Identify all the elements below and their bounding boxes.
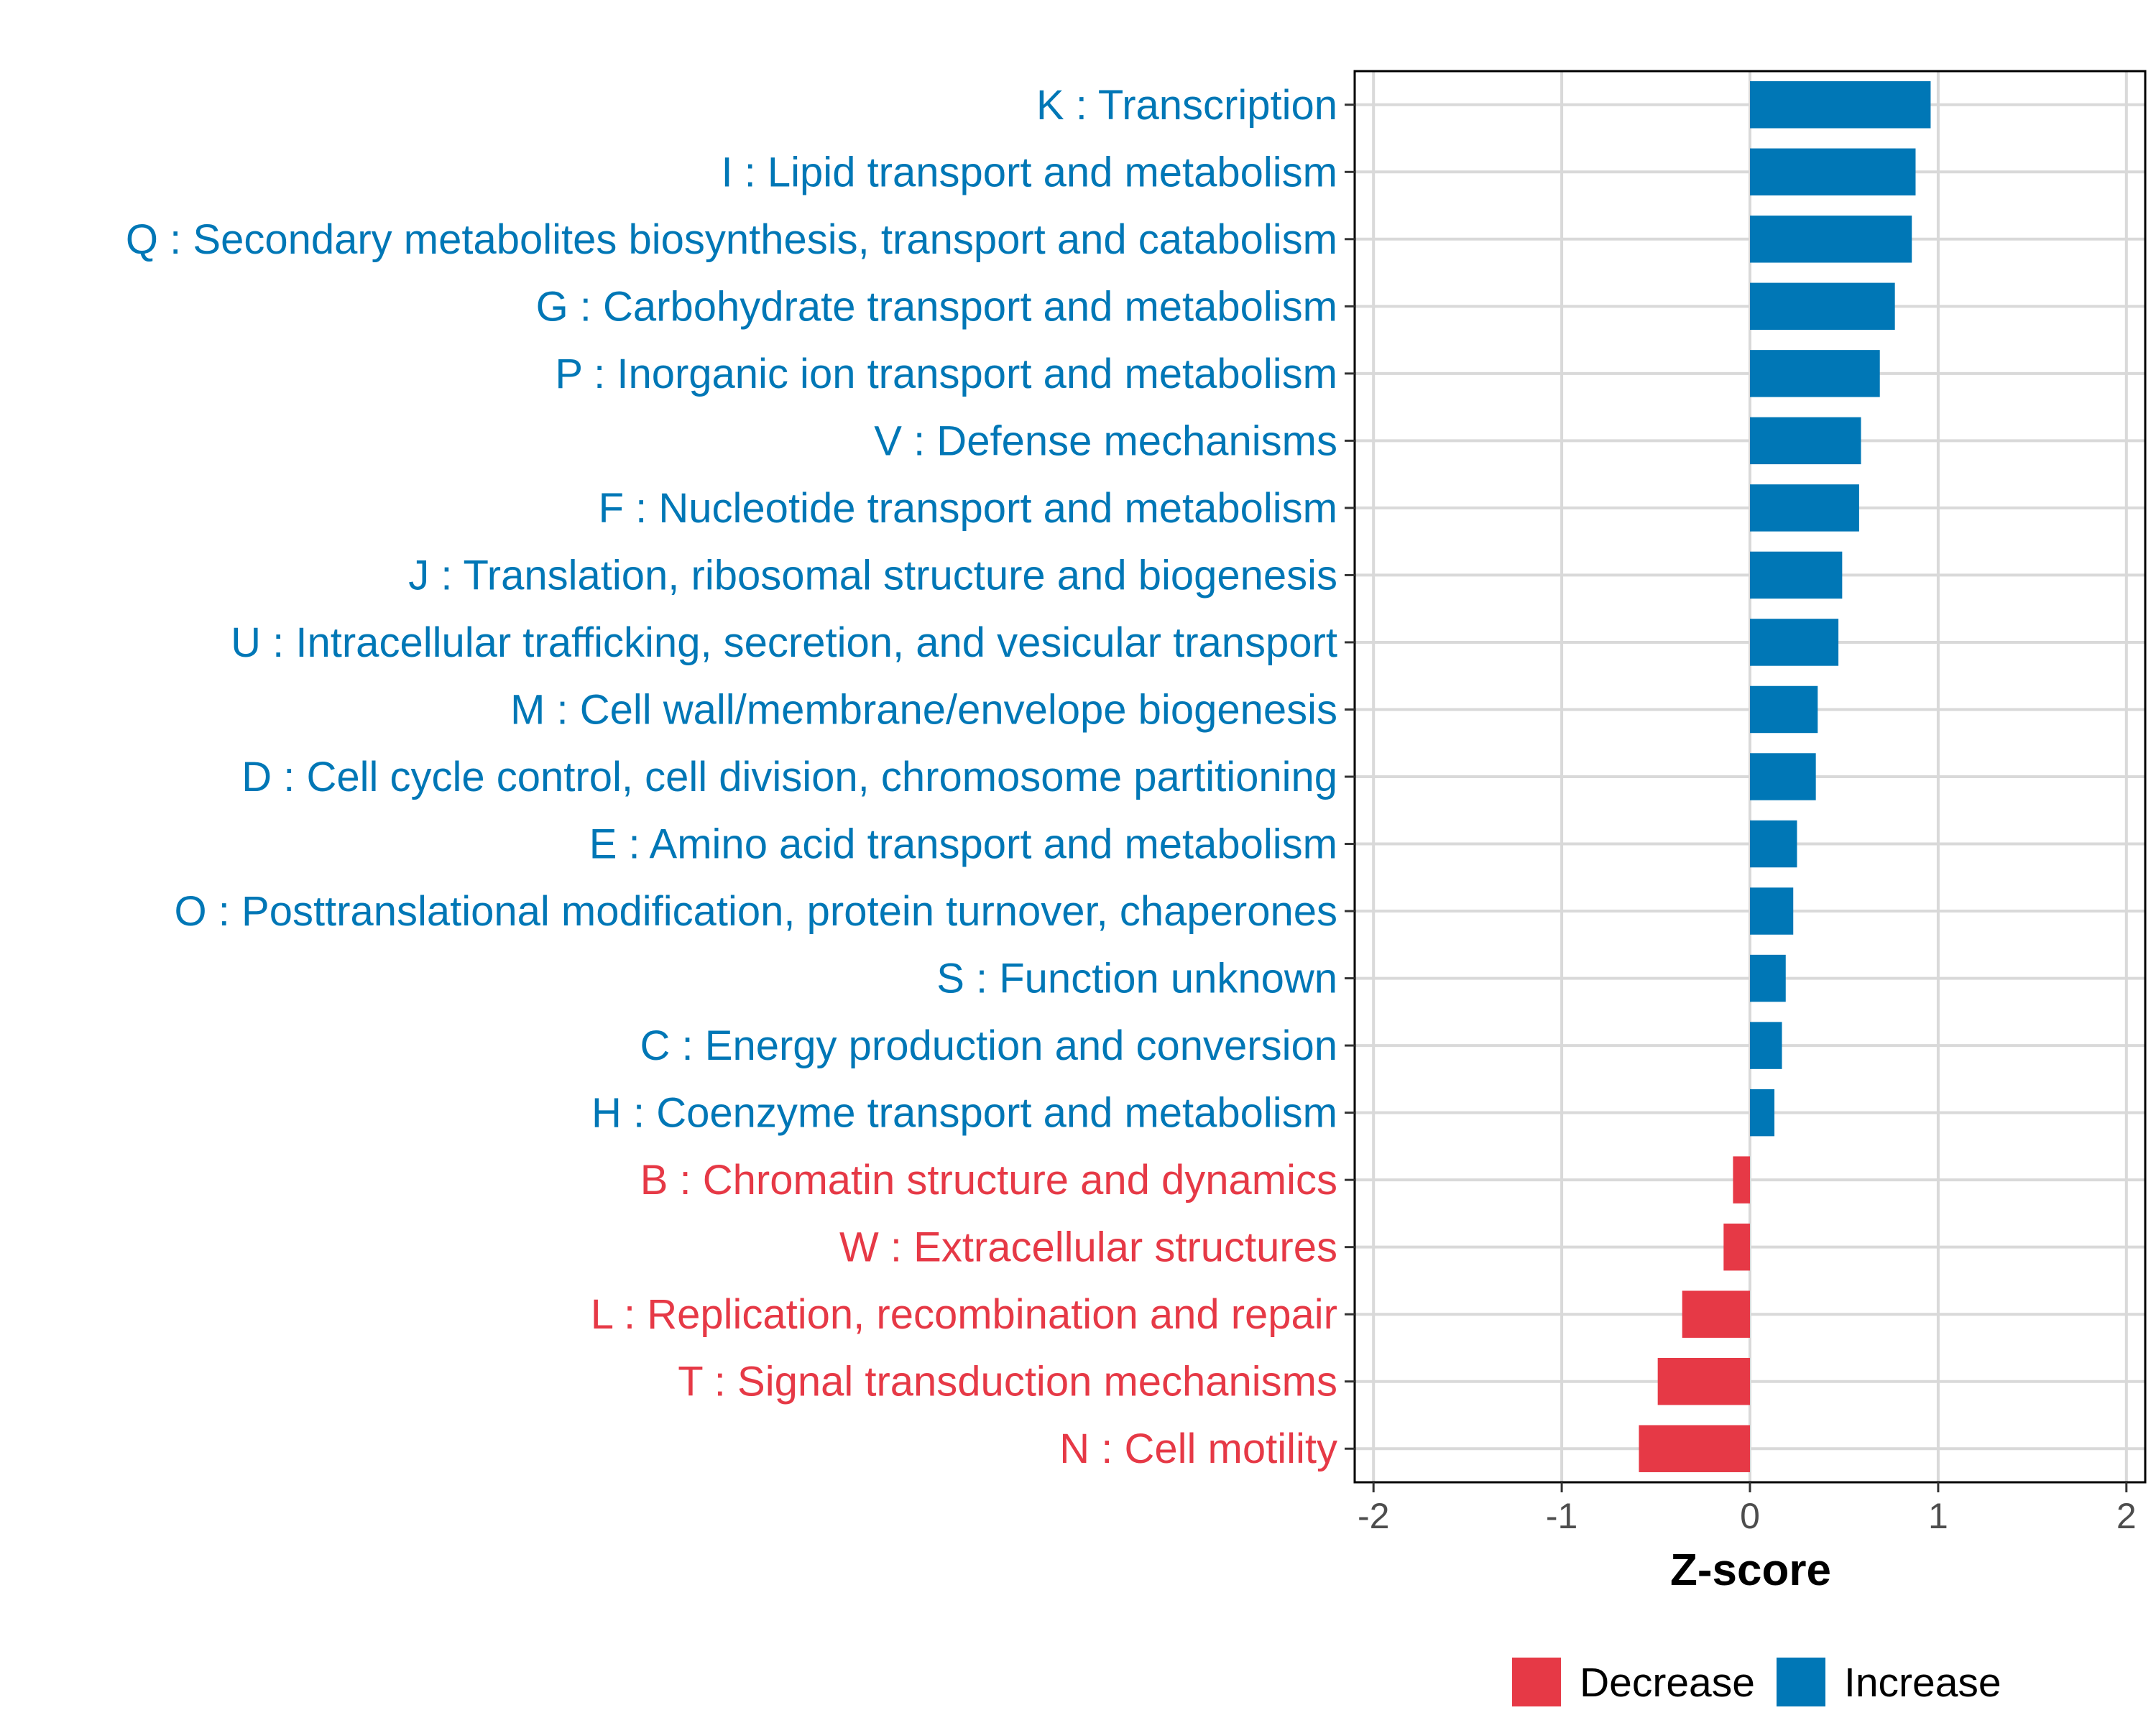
y-tick-label: Q : Secondary metabolites biosynthesis, … [126,216,1337,263]
y-tick-label: I : Lipid transport and metabolism [721,149,1337,195]
y-tick-label: E : Amino acid transport and metabolism [589,821,1337,868]
bar [1750,619,1839,666]
bar [1750,216,1912,263]
legend: Decrease Increase [1512,1658,2001,1706]
y-tick-label: F : Nucleotide transport and metabolism [599,485,1337,532]
bar [1750,417,1861,465]
bar [1750,753,1816,800]
y-tick-label: K : Transcription [1036,82,1337,129]
bar [1682,1290,1750,1338]
y-tick-label: J : Translation, ribosomal structure and… [408,552,1337,599]
x-tick-label: 0 [1740,1496,1760,1536]
y-axis: K : Transcription I : Lipid transport and… [126,82,1355,1472]
y-tick-label: N : Cell motility [1059,1426,1337,1472]
x-tick-label: -2 [1358,1496,1389,1536]
y-tick-label: D : Cell cycle control, cell division, c… [241,754,1337,800]
y-tick-label: T : Signal transduction mechanisms [678,1359,1337,1405]
bar [1750,820,1797,868]
bar [1639,1425,1750,1472]
bar [1750,1022,1782,1069]
y-tick-label: O : Posttranslational modification, prot… [175,888,1337,935]
x-axis-title: Z-score [1670,1546,1831,1595]
bar [1750,282,1895,331]
y-tick-label: C : Energy production and conversion [640,1022,1337,1069]
x-tick-label: 2 [2116,1496,2137,1536]
y-tick-label: H : Coenzyme transport and metabolism [591,1090,1337,1137]
bar [1750,685,1818,734]
bar [1750,551,1843,599]
bar [1750,887,1794,935]
bar [1750,954,1786,1002]
bar [1750,148,1916,196]
y-tick-label: G : Carbohydrate transport and metabolis… [536,283,1337,330]
legend-swatch [1512,1658,1561,1706]
y-tick-label: P : Inorganic ion transport and metaboli… [555,351,1337,397]
y-tick-label: W : Extracellular structures [839,1224,1337,1271]
bar [1723,1223,1750,1271]
legend-label: Increase [1844,1660,2001,1706]
y-tick-label: V : Defense mechanisms [874,417,1337,464]
legend-label: Decrease [1580,1660,1755,1706]
bar [1657,1357,1750,1405]
legend-swatch [1777,1658,1825,1706]
y-tick-label: B : Chromatin structure and dynamics [640,1157,1337,1203]
y-tick-label: U : Intracellular trafficking, secretion… [231,619,1337,666]
bars [1639,81,1931,1472]
x-tick-label: -1 [1546,1496,1577,1536]
bar [1750,81,1931,129]
y-tick-label: M : Cell wall/membrane/envelope biogenes… [510,686,1337,733]
y-tick-label: L : Replication, recombination and repai… [591,1291,1337,1338]
y-tick-label: S : Function unknown [936,956,1337,1002]
bar [1733,1156,1750,1203]
x-tick-label: 1 [1928,1496,1948,1536]
bar [1750,1089,1775,1137]
bar [1750,484,1859,532]
bar [1750,350,1880,397]
x-axis: -2 -1 0 1 2 [1358,1482,2137,1536]
